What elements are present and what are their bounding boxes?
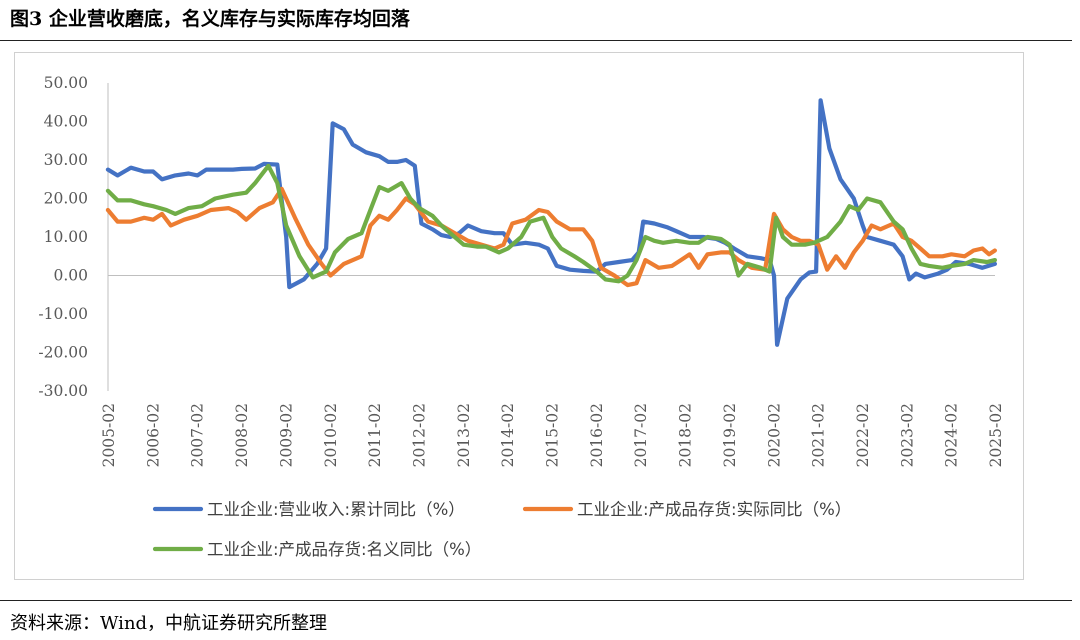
x-tick-label: 2013-02: [455, 403, 473, 467]
y-tick-label: -20.00: [38, 344, 88, 362]
x-tick-label: 2019-02: [721, 403, 739, 467]
x-tick-label: 2022-02: [854, 403, 872, 467]
x-tick-label: 2010-02: [322, 403, 340, 467]
top-rule: [0, 40, 1072, 41]
x-tick-label: 2021-02: [810, 403, 828, 467]
figure-title: 图3 企业营收磨底，名义库存与实际库存均回落: [10, 8, 410, 30]
bottom-rule: [0, 600, 1072, 601]
legend-label: 工业企业:营业收入:累计同比（%）: [207, 500, 465, 519]
x-tick-label: 2007-02: [189, 403, 207, 467]
y-tick-label: -30.00: [38, 382, 88, 400]
y-tick-label: 20.00: [44, 190, 88, 208]
legend-label: 工业企业:产成品存货:名义同比（%）: [207, 540, 481, 559]
y-tick-label: 30.00: [44, 151, 88, 169]
series-line-3: [105, 163, 997, 284]
x-tick-label: 2005-02: [100, 403, 118, 467]
x-tick-label: 2018-02: [677, 403, 695, 467]
y-tick-label: 0.00: [53, 267, 88, 285]
x-tick-label: 2025-02: [987, 403, 1005, 467]
x-tick-label: 2017-02: [632, 403, 650, 467]
x-tick-label: 2012-02: [410, 403, 428, 467]
x-tick-label: 2008-02: [233, 403, 251, 467]
y-tick-label: 50.00: [44, 74, 88, 92]
x-tick-label: 2016-02: [588, 403, 606, 467]
source-note: 资料来源：Wind，中航证券研究所整理: [10, 613, 328, 634]
x-tick-label: 2023-02: [898, 403, 916, 467]
series-line-2: [105, 186, 997, 288]
y-tick-label: -10.00: [38, 305, 88, 323]
legend-label: 工业企业:产成品存货:实际同比（%）: [577, 500, 851, 519]
x-tick-label: 2024-02: [943, 403, 961, 467]
x-tick-label: 2014-02: [499, 403, 517, 467]
y-tick-label: 10.00: [44, 228, 88, 246]
x-tick-label: 2020-02: [765, 403, 783, 467]
series-line-1: [105, 98, 997, 347]
x-tick-label: 2009-02: [277, 403, 295, 467]
x-tick-label: 2011-02: [366, 403, 384, 467]
chart-area: 50.00 40.00 30.00 20.00 10.00 0.00 -10.00 -20.0…: [14, 52, 1024, 580]
line-chart: 50.00 40.00 30.00 20.00 10.00 0.00 -10.00 -20.0…: [38, 74, 1005, 559]
x-tick-label: 2015-02: [544, 403, 562, 467]
y-tick-label: 40.00: [44, 113, 88, 131]
x-tick-label: 2006-02: [144, 403, 162, 467]
